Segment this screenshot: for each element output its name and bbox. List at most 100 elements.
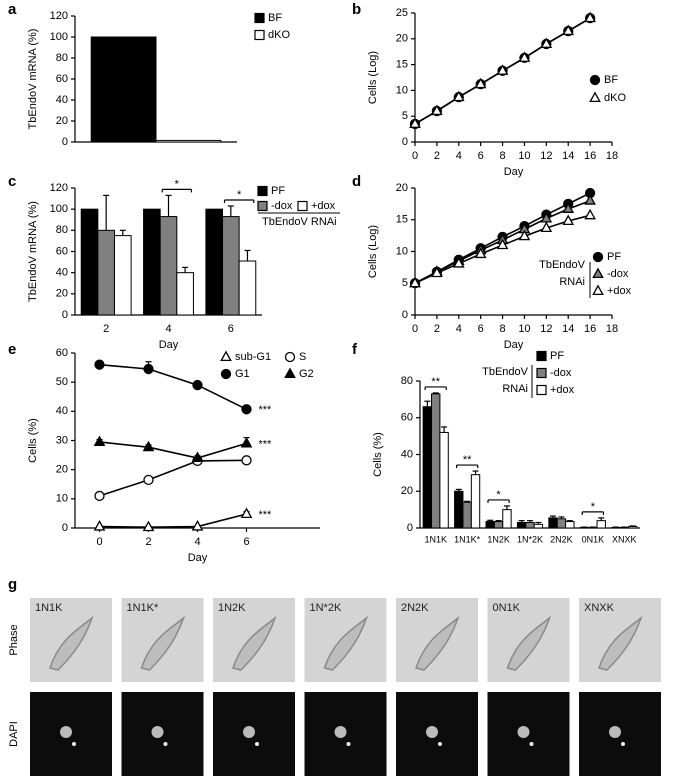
legend-group-label: RNAi bbox=[502, 383, 528, 395]
panel-label: c bbox=[8, 173, 16, 190]
legend-label: G1 bbox=[235, 368, 250, 380]
panel-label: g bbox=[8, 576, 17, 593]
line bbox=[99, 513, 247, 528]
significance-label: * bbox=[237, 189, 242, 201]
y-tick-label: 80 bbox=[401, 375, 413, 387]
y-tick-label: 20 bbox=[396, 33, 408, 45]
y-axis-label: TbEndoV mRNA (%) bbox=[27, 29, 39, 130]
bar bbox=[502, 509, 512, 529]
point bbox=[562, 24, 575, 36]
point bbox=[518, 51, 531, 62]
x-tick-label: 2 bbox=[434, 150, 440, 162]
nucleus bbox=[243, 726, 255, 738]
x-axis-label: Day bbox=[188, 552, 208, 564]
y-tick-label: 20 bbox=[56, 288, 68, 300]
nucleus bbox=[334, 726, 347, 738]
y-axis-label: Cells (Log) bbox=[367, 51, 379, 104]
legend-label: +dox bbox=[311, 200, 336, 212]
y-tick-label: 0 bbox=[407, 522, 413, 534]
bar bbox=[556, 518, 567, 529]
point bbox=[142, 440, 155, 452]
legend-swatch bbox=[297, 200, 308, 212]
panel-label: f bbox=[352, 341, 358, 358]
y-tick-label: 60 bbox=[56, 245, 68, 257]
nucleus bbox=[151, 726, 164, 738]
line bbox=[99, 441, 247, 459]
legend-marker bbox=[284, 351, 296, 363]
x-tick-label: 2 bbox=[434, 323, 440, 335]
x-tick-label: 6 bbox=[478, 323, 484, 335]
point bbox=[584, 208, 596, 220]
legend-marker bbox=[284, 367, 296, 379]
point bbox=[452, 90, 465, 102]
legend-label: PF bbox=[271, 185, 285, 197]
bar bbox=[548, 517, 558, 529]
y-tick-label: 40 bbox=[56, 94, 68, 106]
bar bbox=[627, 526, 638, 529]
bar bbox=[113, 235, 132, 316]
x-tick-label: 6 bbox=[228, 323, 234, 335]
bar bbox=[439, 431, 449, 529]
y-tick-label: 50 bbox=[56, 376, 68, 388]
legend-group-label: TbEndoV bbox=[482, 366, 529, 378]
point bbox=[431, 266, 443, 278]
legend-label: G2 bbox=[299, 368, 314, 380]
y-tick-label: 20 bbox=[56, 464, 68, 476]
column-label: 2N2K bbox=[401, 602, 429, 614]
y-tick-label: 10 bbox=[396, 84, 408, 96]
point bbox=[241, 455, 252, 466]
x-tick-label: 6 bbox=[243, 536, 249, 548]
y-tick-label: 40 bbox=[401, 448, 413, 460]
row-label: DAPI bbox=[8, 721, 20, 747]
column-label: 1N1K* bbox=[127, 602, 160, 614]
point bbox=[518, 229, 531, 241]
y-axis-label: Cells (%) bbox=[372, 432, 384, 477]
bar bbox=[470, 474, 481, 529]
point bbox=[431, 104, 443, 116]
point bbox=[240, 507, 253, 519]
legend-swatch bbox=[257, 185, 268, 197]
x-tick-label: 1N1K* bbox=[454, 534, 481, 544]
significance-label: ** bbox=[463, 454, 472, 466]
legend-label: dKO bbox=[604, 92, 626, 104]
legend-group-label: RNAi bbox=[559, 276, 585, 288]
nucleus bbox=[426, 726, 438, 738]
legend-label: -dox bbox=[550, 367, 572, 379]
point bbox=[584, 11, 596, 23]
legend-marker bbox=[589, 91, 601, 103]
column-label: 0N1K bbox=[493, 602, 521, 614]
significance-label: ** bbox=[431, 376, 440, 388]
y-tick-label: 30 bbox=[56, 434, 68, 446]
legend-swatch bbox=[536, 350, 547, 362]
y-tick-label: 120 bbox=[50, 182, 68, 194]
bar bbox=[462, 501, 472, 529]
x-axis-label: Day bbox=[504, 339, 524, 351]
point bbox=[409, 276, 421, 288]
y-tick-label: 60 bbox=[56, 73, 68, 85]
legend-swatch bbox=[254, 29, 265, 41]
bar bbox=[176, 272, 194, 316]
x-tick-label: 10 bbox=[518, 150, 530, 162]
x-tick-label: 1N1K bbox=[424, 534, 447, 544]
y-tick-label: 10 bbox=[396, 245, 408, 257]
x-tick-label: 0 bbox=[96, 536, 102, 548]
x-tick-label: 0 bbox=[412, 150, 418, 162]
point bbox=[191, 520, 204, 531]
cell-outline bbox=[140, 615, 186, 671]
bar bbox=[516, 521, 527, 529]
point bbox=[143, 474, 154, 486]
cell-outline bbox=[323, 615, 369, 671]
point bbox=[474, 77, 487, 89]
bar bbox=[90, 36, 157, 143]
legend-marker bbox=[589, 74, 601, 86]
legend-label: +dox bbox=[550, 384, 575, 396]
x-tick-label: 18 bbox=[606, 150, 618, 162]
x-tick-label: 4 bbox=[456, 150, 462, 162]
x-tick-label: 14 bbox=[562, 150, 574, 162]
y-tick-label: 120 bbox=[50, 10, 68, 22]
bar bbox=[143, 208, 161, 316]
y-tick-label: 20 bbox=[56, 115, 68, 127]
bar bbox=[596, 520, 606, 529]
y-tick-label: 5 bbox=[402, 277, 408, 289]
bar bbox=[422, 406, 433, 529]
